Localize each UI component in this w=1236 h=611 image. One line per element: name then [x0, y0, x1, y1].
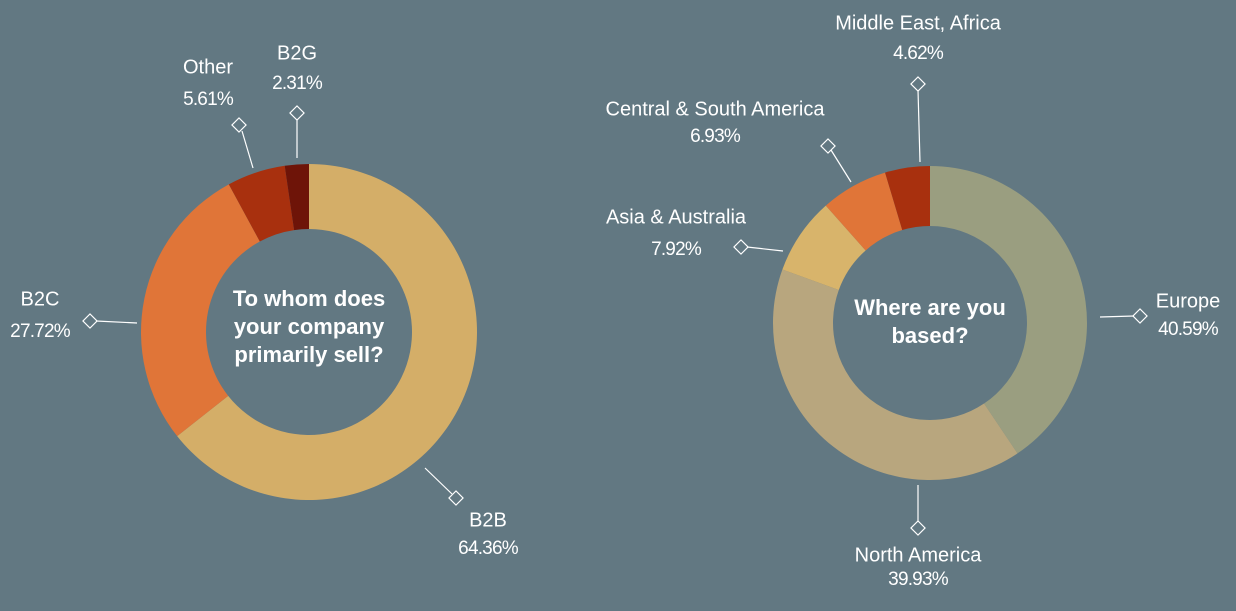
slice-value: 27.72% — [10, 321, 71, 342]
slice-value: 7.92% — [651, 239, 702, 260]
donut-slice — [284, 164, 309, 231]
leader-line — [424, 467, 453, 495]
marker — [1132, 308, 1148, 324]
slice-label: B2G — [277, 42, 317, 64]
donut-title: Where are you based? — [854, 295, 1006, 348]
donut-slice — [228, 165, 295, 242]
donut-slice — [825, 172, 903, 251]
donut-slice — [782, 205, 866, 290]
slice-value: 64.36% — [458, 538, 519, 559]
donut-slice — [885, 166, 930, 231]
donut-slice — [930, 166, 1087, 454]
donut-title: To whom does your company primarily sell… — [232, 286, 386, 367]
leader-line — [241, 130, 254, 169]
slice-value: 2.31% — [272, 73, 323, 94]
slice-label: Middle East, Africa — [835, 12, 1002, 34]
marker — [910, 520, 926, 536]
slice-label: Asia & Australia — [606, 206, 747, 228]
slice-label: Europe — [1156, 290, 1221, 312]
slice-label: North America — [855, 544, 983, 566]
donut-slice — [141, 184, 260, 437]
marker — [289, 105, 305, 121]
donut-slice — [772, 269, 1018, 481]
leader-line — [95, 320, 138, 324]
leader-line — [830, 149, 852, 183]
slice-value: 6.93% — [690, 126, 741, 147]
leader-line — [917, 89, 921, 163]
slice-label: B2B — [469, 509, 507, 531]
slice-value: 4.62% — [893, 43, 944, 64]
marker — [910, 76, 926, 92]
slice-label: B2C — [21, 288, 60, 310]
slice-value: 39.93% — [888, 569, 949, 590]
marker — [820, 138, 836, 154]
slice-value: 40.59% — [1158, 319, 1219, 340]
marker — [231, 117, 247, 133]
donut-slice — [177, 164, 478, 500]
leader-line — [746, 246, 784, 252]
marker — [733, 239, 749, 255]
marker — [448, 490, 464, 506]
slice-label: Other — [183, 56, 233, 78]
marker — [82, 313, 98, 329]
leader-line — [1099, 315, 1135, 318]
slice-value: 5.61% — [183, 89, 234, 110]
slice-label: Central & South America — [606, 98, 826, 120]
